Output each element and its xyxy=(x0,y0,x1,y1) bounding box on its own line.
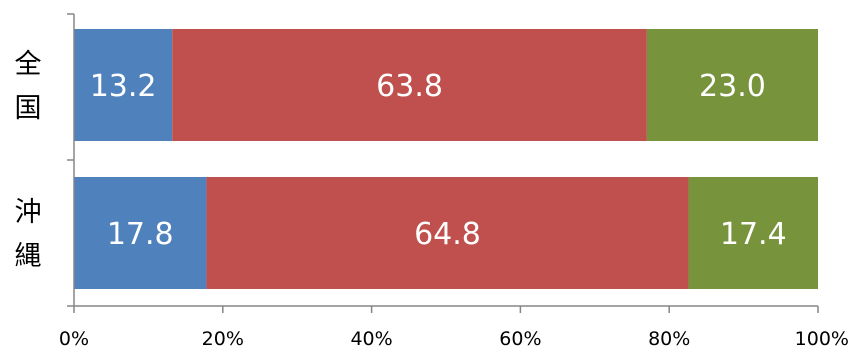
category-label-2-char-2: 縄 xyxy=(15,241,42,272)
bar-segment-1-2 xyxy=(172,29,647,141)
data-label-1-2: 63.8 xyxy=(376,69,443,104)
data-label-2-3: 17.4 xyxy=(720,217,787,252)
x-tick-label-4: 60% xyxy=(499,328,541,350)
category-label-1-char-2: 国 xyxy=(15,93,42,124)
x-tick-label-3: 40% xyxy=(350,328,392,350)
axes xyxy=(67,13,819,313)
data-label-1-1: 13.2 xyxy=(90,69,157,104)
x-tick-label-1: 0% xyxy=(59,328,89,350)
bar-segment-1-1 xyxy=(74,29,173,141)
bar-segment-1-3 xyxy=(646,29,818,141)
data-label-2-1: 17.8 xyxy=(107,217,174,252)
bar-group xyxy=(74,29,818,289)
data-label-2-2: 64.8 xyxy=(414,217,481,252)
x-tick-labels: 0% 20% 40% 60% 80% 100% xyxy=(59,328,849,350)
data-label-group: 13.2 63.8 23.0 17.8 64.8 17.4 xyxy=(90,69,787,252)
bar-segment-2-1 xyxy=(74,177,207,289)
x-tick-label-2: 20% xyxy=(202,328,244,350)
category-label-2-char-1: 沖 xyxy=(15,197,42,228)
data-label-1-3: 23.0 xyxy=(699,69,766,104)
x-tick-label-5: 80% xyxy=(648,328,690,350)
category-label-1: 全国 xyxy=(15,49,42,124)
category-label-1-char-1: 全 xyxy=(15,49,42,80)
x-tick-label-6: 100% xyxy=(795,328,849,350)
bar-segment-2-2 xyxy=(206,177,689,289)
bar-segment-2-3 xyxy=(688,177,818,289)
category-label-2: 沖縄 xyxy=(15,197,42,272)
